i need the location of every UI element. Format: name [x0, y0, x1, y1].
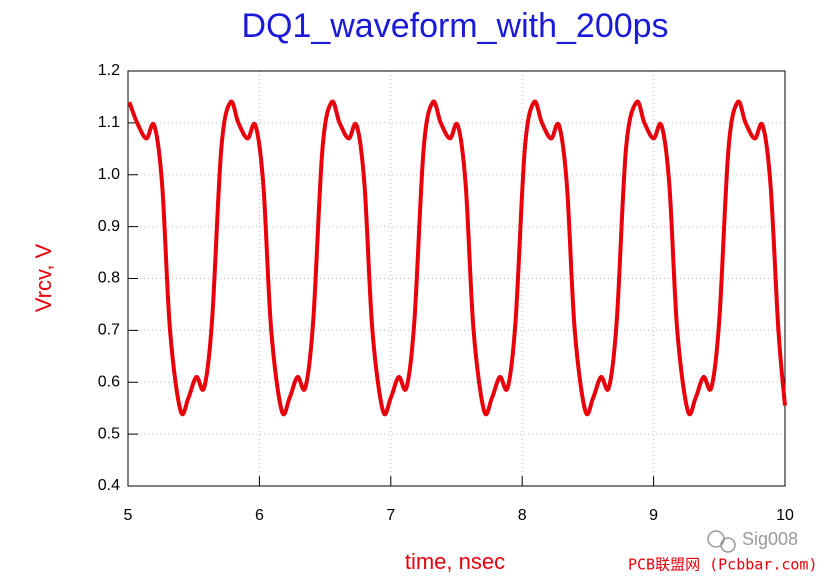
x-tick-label: 9 — [649, 507, 658, 524]
source: PCB联盟网 (Pcbbar.com) — [628, 556, 818, 574]
x-tick-label: 6 — [255, 507, 264, 524]
x-tick-label: 5 — [124, 507, 133, 524]
x-tick-label: 7 — [386, 507, 395, 524]
y-axis-label: Vrcv, V — [31, 243, 56, 312]
y-tick-label: 0.7 — [98, 322, 120, 339]
y-tick-label: 0.6 — [98, 373, 120, 390]
chart-title: DQ1_waveform_with_200ps — [241, 7, 668, 45]
y-tick-label: 1.0 — [98, 166, 120, 183]
x-tick-label: 10 — [776, 507, 794, 524]
y-tick-label: 0.8 — [98, 270, 120, 287]
y-tick-label: 1.1 — [98, 114, 120, 131]
x-tick-label: 8 — [518, 507, 527, 524]
watermark: Sig008 — [742, 529, 798, 549]
x-axis-label: time, nsec — [405, 549, 505, 574]
y-tick-label: 0.4 — [98, 477, 120, 494]
y-tick-label: 0.9 — [98, 218, 120, 235]
waveform — [127, 99, 787, 417]
y-tick-label: 0.5 — [98, 425, 120, 442]
y-tick-label: 1.2 — [98, 62, 120, 79]
plot-frame — [127, 70, 786, 487]
watermark-icon — [707, 530, 736, 553]
